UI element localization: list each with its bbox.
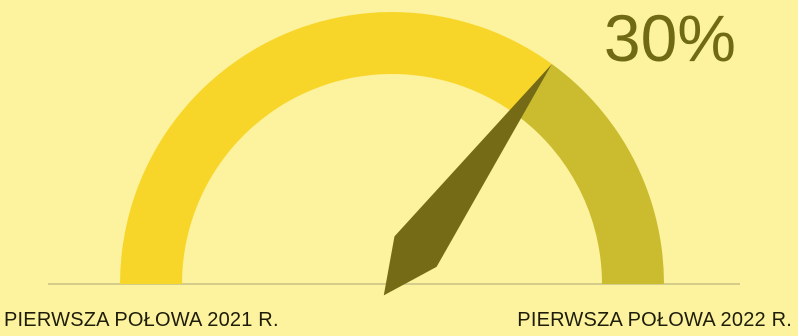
gauge-needle xyxy=(383,63,552,296)
gauge-value-label: 30% xyxy=(603,1,736,75)
gauge-start-label: PIERWSZA POŁOWA 2021 R. xyxy=(4,309,279,331)
gauge-end-label: PIERWSZA POŁOWA 2022 R. xyxy=(517,309,792,331)
gauge-arc-remaining xyxy=(515,63,664,285)
gauge-arc-filled xyxy=(120,12,552,285)
